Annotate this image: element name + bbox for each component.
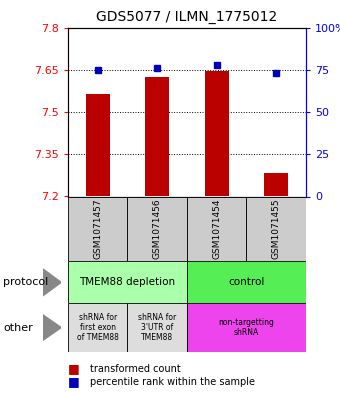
Text: ■: ■ — [68, 375, 80, 389]
Text: protocol: protocol — [3, 277, 49, 287]
Bar — [68, 303, 128, 352]
Bar — [86, 94, 109, 196]
Bar — [187, 303, 306, 352]
Bar — [187, 196, 246, 261]
Text: non-targetting
shRNA: non-targetting shRNA — [219, 318, 274, 337]
Text: control: control — [228, 277, 265, 287]
Text: other: other — [3, 323, 33, 332]
Bar — [187, 261, 306, 303]
Text: GSM1071454: GSM1071454 — [212, 199, 221, 259]
Text: ■: ■ — [68, 362, 80, 375]
Bar — [68, 261, 187, 303]
Text: GSM1071456: GSM1071456 — [153, 198, 162, 259]
Text: GSM1071457: GSM1071457 — [93, 198, 102, 259]
Bar — [264, 173, 288, 196]
Text: shRNA for
3'UTR of
TMEM88: shRNA for 3'UTR of TMEM88 — [138, 313, 176, 342]
Text: shRNA for
first exon
of TMEM88: shRNA for first exon of TMEM88 — [77, 313, 119, 342]
Text: TMEM88 depletion: TMEM88 depletion — [80, 277, 175, 287]
Bar — [128, 303, 187, 352]
Bar — [246, 196, 306, 261]
Text: GSM1071455: GSM1071455 — [272, 198, 281, 259]
Bar — [205, 71, 228, 196]
Title: GDS5077 / ILMN_1775012: GDS5077 / ILMN_1775012 — [96, 10, 278, 24]
Bar — [68, 196, 128, 261]
Polygon shape — [42, 269, 61, 296]
Text: percentile rank within the sample: percentile rank within the sample — [90, 377, 255, 387]
Polygon shape — [42, 314, 61, 341]
Bar — [128, 196, 187, 261]
Bar — [146, 77, 169, 196]
Text: transformed count: transformed count — [90, 364, 181, 374]
